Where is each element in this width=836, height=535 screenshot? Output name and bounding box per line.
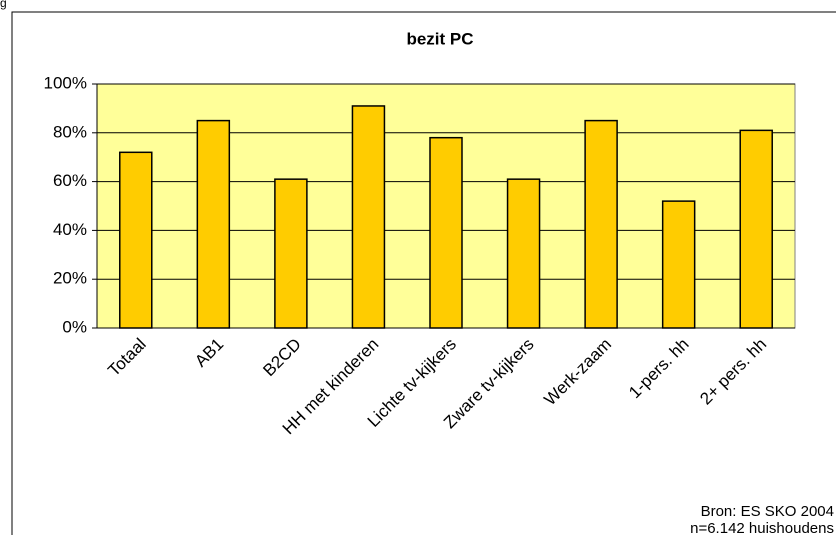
corner-text: g	[0, 0, 7, 10]
bar	[739, 129, 773, 329]
chart-title: bezit PC	[406, 29, 473, 48]
y-tick-label: 40%	[53, 220, 87, 239]
bar	[274, 178, 308, 329]
bar	[351, 105, 386, 329]
annotation: Bron: ES SKO 2004	[701, 503, 834, 520]
bar	[119, 151, 153, 329]
bar	[196, 119, 231, 329]
y-tick-label: 80%	[53, 122, 87, 141]
y-tick-label: 60%	[53, 171, 87, 190]
bar	[584, 119, 618, 329]
y-tick-label: 0%	[62, 317, 87, 336]
bar	[429, 136, 463, 329]
y-tick-label: 100%	[44, 73, 87, 92]
bar	[506, 178, 541, 329]
bar	[661, 200, 696, 329]
y-tick-label: 20%	[53, 269, 87, 288]
annotation: n=6.142 huishoudens	[690, 520, 834, 535]
